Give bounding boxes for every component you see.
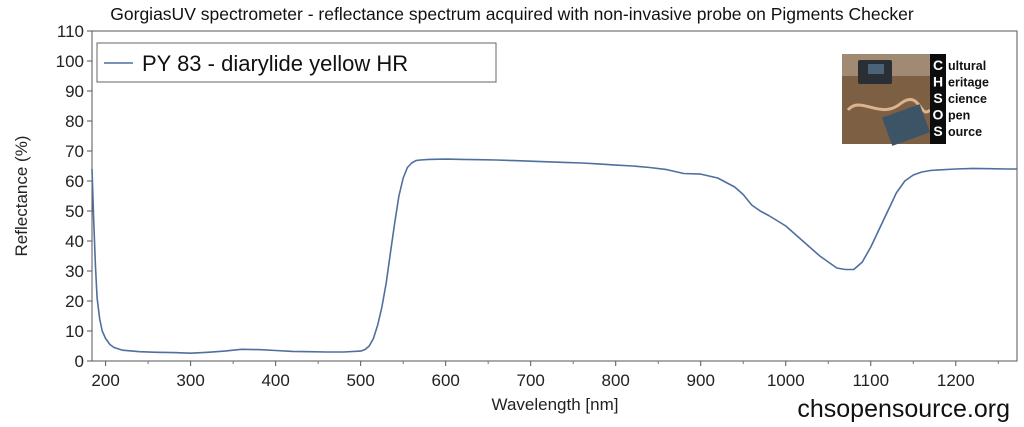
x-tick-label: 900	[687, 371, 715, 390]
x-tick-label: 800	[602, 371, 630, 390]
y-tick-label: 100	[56, 52, 84, 71]
logo-words: ultural eritage cience pen ource	[948, 59, 989, 139]
y-tick-label: 90	[65, 82, 84, 101]
x-tick-label: 1000	[767, 371, 805, 390]
logo-word: pen	[948, 109, 970, 123]
x-tick-label: 400	[261, 371, 289, 390]
chart-title: GorgiasUV spectrometer - reflectance spe…	[110, 4, 914, 24]
logo-word: ource	[948, 125, 982, 139]
logo-letter: C	[933, 57, 943, 73]
legend: PY 83 - diarylide yellow HR	[96, 42, 497, 83]
y-tick-label: 20	[65, 292, 84, 311]
y-tick-label: 70	[65, 142, 84, 161]
x-tick-label: 600	[431, 371, 459, 390]
legend-box	[96, 42, 497, 83]
series-line	[91, 158, 1017, 354]
y-axis-label: Reflectance (%)	[12, 136, 31, 257]
logo-circuit-board	[882, 104, 930, 146]
logo-letter: S	[933, 123, 942, 139]
y-tick-label: 10	[65, 322, 84, 341]
x-tick-label: 1200	[937, 371, 975, 390]
x-tick-label: 200	[91, 371, 119, 390]
x-tick-label: 300	[176, 371, 204, 390]
logo-word: eritage	[948, 76, 989, 90]
logo-letter: S	[933, 90, 942, 106]
logo-word: ultural	[948, 59, 986, 73]
x-tick-label: 700	[517, 371, 545, 390]
y-tick-label: 30	[65, 262, 84, 281]
y-tick-label: 0	[75, 352, 84, 371]
legend-entry: PY 83 - diarylide yellow HR	[142, 51, 408, 76]
website-url: chsopensource.org	[797, 395, 1010, 423]
x-tick-label: 500	[346, 371, 374, 390]
logo-letter-bar	[930, 54, 946, 144]
y-axis: 0 10 20 30 40 50 60 70 80 90 100 110	[56, 22, 92, 371]
logo-word: cience	[948, 92, 987, 106]
series-layer	[91, 158, 1017, 354]
y-tick-label: 60	[65, 172, 84, 191]
y-tick-label: 40	[65, 232, 84, 251]
x-tick-label: 1100	[852, 371, 889, 390]
x-axis: 200 300 400 500 600 700 800 900 1000 1100 1200	[91, 361, 999, 390]
y-tick-label: 110	[57, 22, 84, 41]
x-axis-label: Wavelength [nm]	[492, 395, 619, 414]
y-tick-label: 50	[65, 202, 84, 221]
logo-cable	[846, 97, 932, 114]
logo-device-screen	[868, 64, 884, 74]
logo-letter: O	[933, 107, 944, 123]
y-tick-label: 80	[65, 112, 84, 131]
logo-letter: H	[933, 74, 943, 90]
